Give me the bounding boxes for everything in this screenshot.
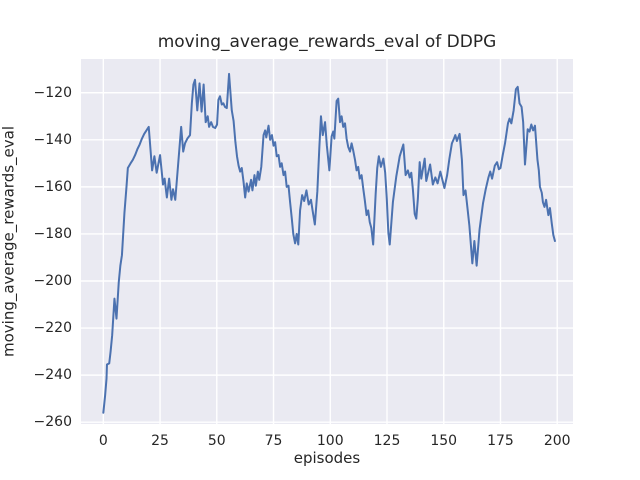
y-tick-label: −140 bbox=[33, 131, 72, 148]
gridlines bbox=[81, 59, 573, 424]
x-tick-label: 0 bbox=[98, 433, 108, 449]
x-tick-label: 100 bbox=[316, 433, 344, 449]
x-tick-label: 50 bbox=[207, 433, 226, 449]
x-tick-label: 25 bbox=[151, 433, 169, 449]
y-tick-label: −160 bbox=[33, 178, 72, 195]
y-tick-label: −240 bbox=[33, 367, 72, 384]
plot-background bbox=[81, 59, 573, 424]
x-tick-label: 175 bbox=[487, 433, 514, 449]
plot-canvas bbox=[81, 59, 573, 424]
y-tick-label: −260 bbox=[33, 414, 72, 431]
x-tick-label: 125 bbox=[373, 433, 401, 449]
y-tick-label: −120 bbox=[33, 84, 72, 101]
y-tick-label: −180 bbox=[33, 225, 72, 242]
chart-title: moving_average_rewards_eval of DDPG bbox=[157, 32, 497, 52]
y-tick-label: −220 bbox=[33, 320, 72, 337]
reward-line bbox=[102, 72, 556, 414]
y-tick-label: −200 bbox=[33, 272, 72, 289]
x-tick-label: 75 bbox=[264, 433, 283, 449]
x-tick-label: 150 bbox=[430, 433, 458, 449]
plot-area bbox=[81, 59, 573, 424]
y-axis-label: moving_average_rewards_eval bbox=[0, 126, 18, 357]
x-axis-label: episodes bbox=[293, 449, 361, 467]
x-tick-label: 200 bbox=[543, 433, 571, 449]
